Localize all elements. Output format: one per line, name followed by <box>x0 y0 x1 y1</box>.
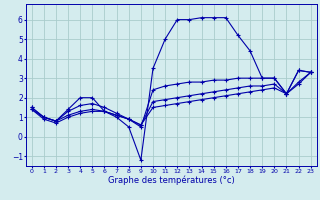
X-axis label: Graphe des températures (°c): Graphe des températures (°c) <box>108 175 235 185</box>
